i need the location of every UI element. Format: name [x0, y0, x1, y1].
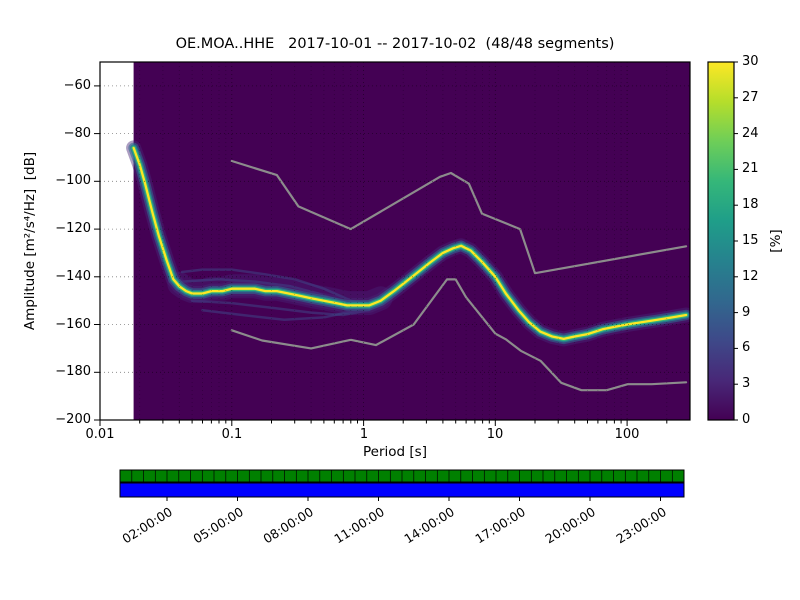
colorbar-tick-label: 21	[742, 161, 759, 176]
y-tick-label: −100	[55, 173, 91, 188]
colorbar-tick-label: 15	[742, 233, 759, 248]
colorbar-tick-label: 24	[742, 126, 759, 141]
colorbar-label: [%]	[768, 229, 784, 253]
y-tick-label: −160	[55, 317, 91, 332]
plot-title: OE.MOA..HHE 2017-10-01 -- 2017-10-02 (48…	[175, 36, 615, 52]
x-axis-label: Period [s]	[363, 444, 427, 460]
colorbar-tick-label: 0	[742, 412, 751, 427]
y-tick-label: −200	[55, 412, 91, 427]
x-tick-label: 1	[359, 427, 369, 442]
colorbar-tick-label: 12	[742, 269, 759, 284]
colorbar-tick-label: 9	[742, 305, 751, 320]
colorbar-tick-label: 3	[742, 376, 751, 391]
y-tick-label: −120	[55, 221, 91, 236]
y-tick-label: −60	[63, 78, 91, 93]
colorbar-tick-label: 30	[742, 54, 759, 69]
x-tick-label: 100	[614, 427, 640, 442]
x-tick-label: 0.1	[221, 427, 243, 442]
y-tick-label: −80	[63, 126, 91, 141]
y-tick-label: −140	[55, 269, 91, 284]
colorbar-tick-label: 18	[742, 197, 759, 212]
x-tick-label: 10	[486, 427, 504, 442]
colorbar-tick-label: 27	[742, 90, 759, 105]
x-tick-label: 0.01	[85, 427, 115, 442]
colorbar-tick-label: 6	[742, 340, 751, 355]
y-tick-label: −180	[55, 364, 91, 379]
